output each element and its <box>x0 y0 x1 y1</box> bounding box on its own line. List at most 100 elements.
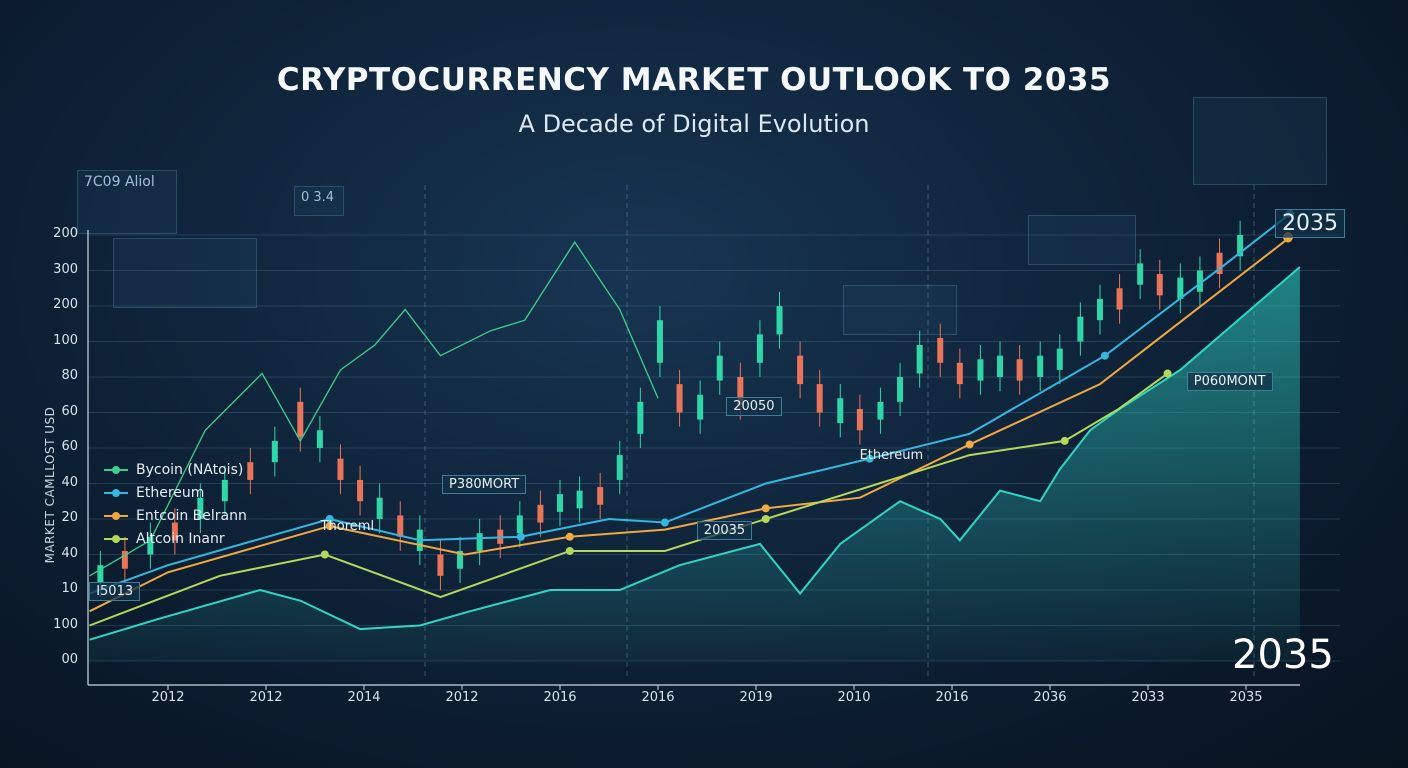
series-point <box>516 532 525 541</box>
series-point <box>325 522 334 531</box>
candle-body <box>357 479 364 502</box>
y-tick-label: 20 <box>61 510 78 525</box>
legend-swatch <box>104 488 128 497</box>
chart-annotation: Ethereum <box>859 447 924 463</box>
candle-body <box>756 334 763 363</box>
candle-body <box>1137 263 1144 285</box>
candle-body <box>877 401 884 420</box>
series-point <box>325 515 334 523</box>
candle-body <box>1037 355 1044 377</box>
chart-annotation: 2035 <box>1275 208 1345 238</box>
candle-body <box>937 337 944 363</box>
legend-label: Entcoin Belrann <box>136 507 247 524</box>
candle-body <box>437 554 444 576</box>
candle-body <box>476 533 483 551</box>
legend-swatch <box>104 511 128 520</box>
chart-annotation: I5013 <box>89 581 141 601</box>
chart-annotation: 2035 <box>1232 632 1334 679</box>
candle-body <box>247 462 254 480</box>
candle-body <box>837 398 844 424</box>
series-point <box>1060 436 1069 445</box>
area-line <box>89 266 1301 641</box>
candle-body <box>977 359 984 381</box>
y-tick-label: 100 <box>53 332 78 348</box>
y-tick-label: 200 <box>53 297 78 312</box>
candle-body <box>616 455 623 480</box>
candle-body <box>1237 235 1244 257</box>
candle-body <box>97 565 104 583</box>
candle-body <box>557 494 563 512</box>
candle-body <box>171 522 178 541</box>
legend-item: Ethereum <box>104 481 247 504</box>
candle-body <box>1177 277 1184 299</box>
legend-label: Bycoin (NAtois) <box>136 461 244 478</box>
candle-body <box>1116 288 1123 310</box>
y-tick-label: 00 <box>61 652 78 667</box>
y-tick-label: 40 <box>61 474 78 490</box>
candle-body <box>576 490 583 509</box>
candle-body <box>271 440 278 463</box>
candle-body <box>956 362 963 385</box>
candle-body <box>1216 252 1223 275</box>
y-tick-label: 60 <box>61 439 78 454</box>
candle-body <box>856 408 863 431</box>
x-tick-label: 2016 <box>543 690 577 705</box>
candle-body <box>816 384 823 413</box>
x-tick-label: 2012 <box>151 690 185 705</box>
candle-body <box>297 401 304 438</box>
series-line <box>89 237 1289 613</box>
series-point <box>565 532 574 541</box>
candle-body <box>697 394 704 420</box>
candle-body <box>716 355 723 381</box>
candle-body <box>656 320 663 363</box>
candle-body <box>916 345 923 374</box>
legend-swatch <box>104 465 128 474</box>
candle-body <box>147 536 154 555</box>
y-tick-label: 200 <box>53 226 78 241</box>
decorative-panel <box>113 238 257 308</box>
candle-body <box>637 401 644 434</box>
candle-body <box>737 377 744 406</box>
candle-body <box>221 479 228 502</box>
series-point <box>865 454 874 463</box>
candle-body <box>537 504 544 523</box>
chart-annotation: P380MORT <box>442 475 527 495</box>
x-tick-label: 2016 <box>935 690 969 705</box>
chart-subtitle: A Decade of Digital Evolution <box>518 110 870 138</box>
chart-annotation: 20035 <box>696 521 753 541</box>
panel-text: 0 3.4 <box>301 190 335 205</box>
legend-item: Bycoin (NAtois) <box>104 458 247 481</box>
y-tick-label: 10 <box>61 581 78 596</box>
y-tick-label: 100 <box>53 616 78 632</box>
decorative-panel <box>1028 215 1136 265</box>
series-point <box>565 546 574 555</box>
decorative-panel <box>843 285 957 335</box>
candle-body <box>676 384 683 413</box>
y-tick-label: 300 <box>53 261 78 277</box>
legend: Bycoin (NAtois) Ethereum Entcoin Belrann Al… <box>104 458 247 550</box>
series-line <box>89 240 659 577</box>
y-tick-label: 40 <box>61 545 78 561</box>
series-point <box>1100 351 1109 360</box>
candle-body <box>597 487 604 505</box>
decorative-panel <box>1193 97 1327 185</box>
x-tick-label: 2014 <box>347 690 381 705</box>
panel-text: 7C09 Aliol <box>84 174 155 190</box>
legend-label: Ethereum <box>136 484 205 501</box>
legend-label: Altcoin Inanr <box>136 530 225 547</box>
chart-annotation: P060MONT <box>1186 372 1273 392</box>
legend-item: Entcoin Belrann <box>104 504 247 527</box>
y-tick-label: 80 <box>61 368 78 383</box>
series-line <box>89 372 1169 627</box>
candle-body <box>316 430 323 448</box>
x-tick-label: 2019 <box>739 690 773 705</box>
series-point <box>660 518 669 527</box>
candle-body <box>516 515 523 534</box>
candle-body <box>1016 359 1023 381</box>
x-tick-label: 2016 <box>641 690 675 705</box>
x-tick-label: 2010 <box>837 690 871 705</box>
x-tick-label: 2012 <box>249 690 283 705</box>
candle-body <box>121 550 128 569</box>
chart-title: CRYPTOCURRENCY MARKET OUTLOOK TO 2035 <box>276 62 1112 98</box>
series-point <box>761 515 770 523</box>
